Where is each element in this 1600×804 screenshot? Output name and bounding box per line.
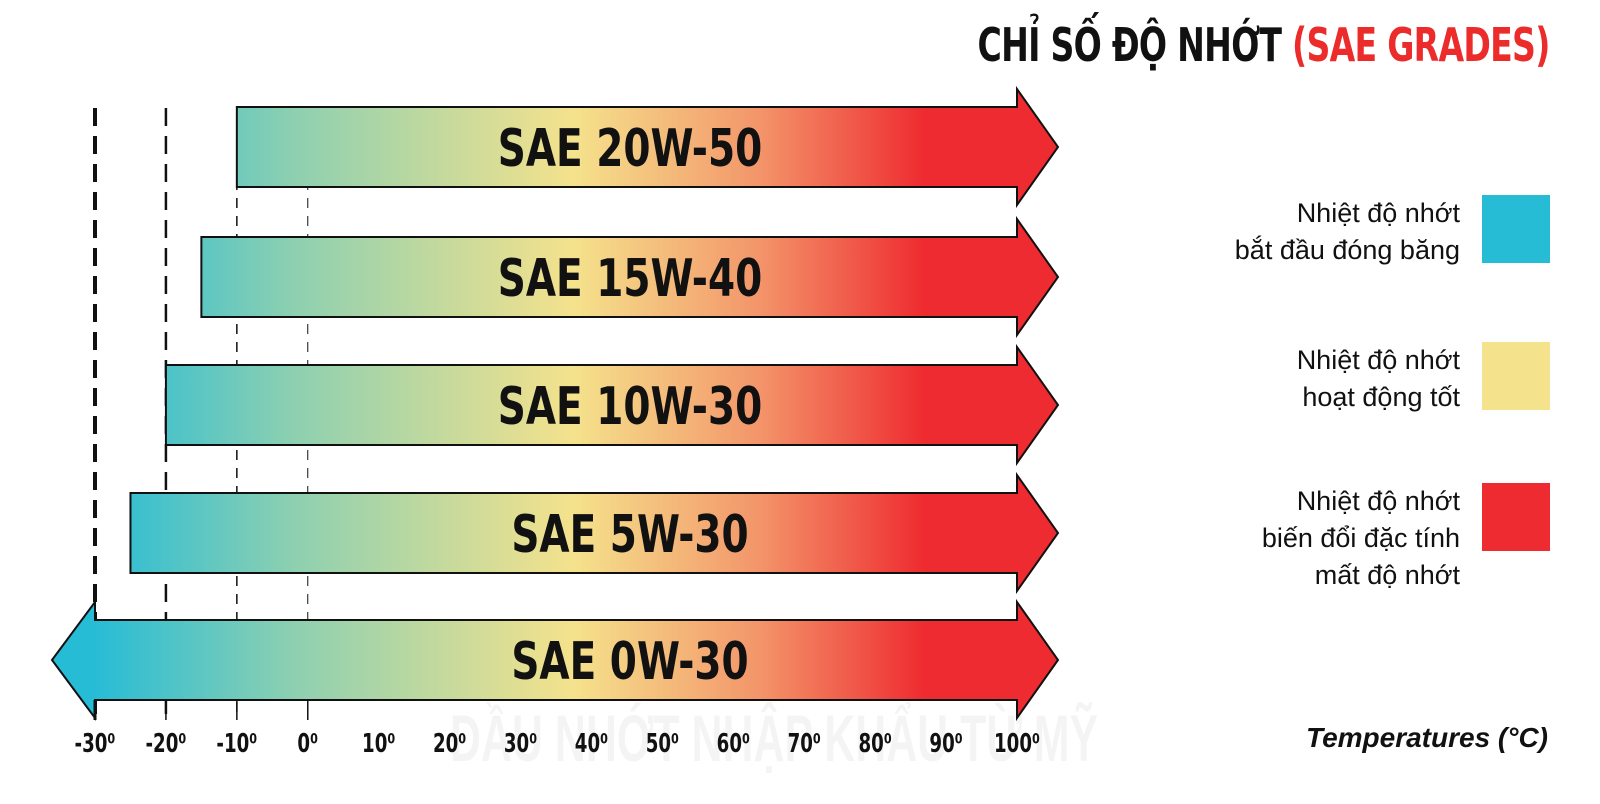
range-bar <box>200 215 1060 339</box>
x-tick-label: 60⁰ <box>717 729 750 759</box>
watermark: ĐẦU NHỚT NHẬP KHẨU TỪ MỸ <box>450 700 1098 776</box>
legend-swatch <box>1482 483 1550 551</box>
legend-item-freezing: Nhiệt độ nhớt bắt đầu đóng băng <box>1235 195 1550 269</box>
x-axis-label: Temperatures (°C) <box>1306 722 1548 753</box>
legend-label: Nhiệt độ nhớt hoạt động tốt <box>1296 345 1460 412</box>
x-tick-label: 50⁰ <box>646 729 679 759</box>
legend-swatch <box>1482 342 1550 410</box>
x-tick-label: 0⁰ <box>297 729 318 759</box>
legend-swatch <box>1482 195 1550 263</box>
legend-label: Nhiệt độ nhớt bắt đầu đóng băng <box>1234 198 1460 265</box>
bar-label: SAE 15W-40 <box>498 247 762 308</box>
title-highlight: (SAE GRADES) <box>1292 18 1550 72</box>
range-bar <box>129 471 1060 595</box>
x-tick-label: -10⁰ <box>216 729 257 759</box>
x-tick-label: 40⁰ <box>575 729 608 759</box>
x-tick-label: 30⁰ <box>504 729 537 759</box>
page-title: CHỈ SỐ ĐỘ NHỚT (SAE GRADES) <box>977 18 1551 72</box>
legend-item-optimal: Nhiệt độ nhớt hoạt động tốt <box>1297 342 1550 416</box>
x-tick-label: 10⁰ <box>362 729 395 759</box>
range-bar <box>235 85 1060 209</box>
bar-label: SAE 10W-30 <box>498 375 762 436</box>
bar-label: SAE 20W-50 <box>498 117 762 178</box>
legend-item-breakdown: Nhiệt độ nhớt biến đổi đặc tính mất độ n… <box>1262 483 1550 594</box>
x-tick-label: 90⁰ <box>929 729 962 759</box>
x-tick-label: -30⁰ <box>75 729 116 759</box>
x-tick-label: -20⁰ <box>145 729 186 759</box>
x-tick-label: 100⁰ <box>994 729 1040 759</box>
bar-label: SAE 5W-30 <box>511 503 748 564</box>
x-tick-label: 80⁰ <box>859 729 892 759</box>
legend-label: Nhiệt độ nhớt biến đổi đặc tính mất độ n… <box>1261 486 1460 590</box>
x-tick-label: 70⁰ <box>788 729 821 759</box>
range-bar <box>164 343 1060 467</box>
title-main: CHỈ SỐ ĐỘ NHỚT <box>977 18 1282 72</box>
bar-label: SAE 0W-30 <box>511 630 748 691</box>
x-tick-label: 20⁰ <box>433 729 466 759</box>
